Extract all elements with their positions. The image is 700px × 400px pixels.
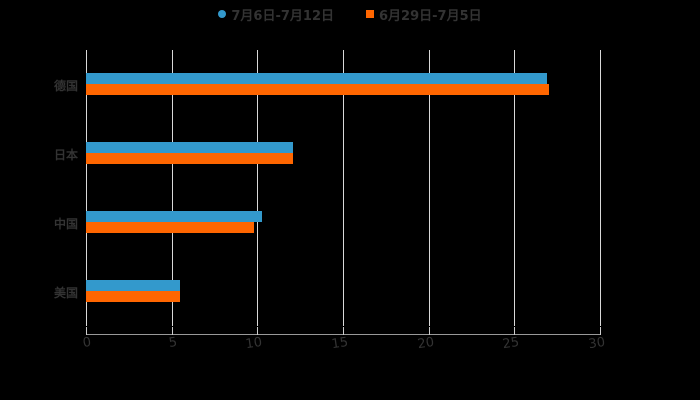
- gridline: [257, 50, 259, 326]
- x-tick-label: 20: [416, 335, 435, 353]
- x-tick-label: 25: [501, 335, 521, 353]
- category-label: 美国: [53, 286, 78, 300]
- x-tick-label: 15: [330, 335, 350, 353]
- x-tick: [600, 327, 601, 335]
- bar[interactable]: [86, 222, 254, 233]
- bar[interactable]: [86, 291, 181, 302]
- x-tick-label: 30: [587, 335, 607, 353]
- gridline: [86, 50, 87, 326]
- category-label: 德国: [53, 79, 78, 93]
- legend-square-icon: [366, 10, 374, 18]
- x-tick: [428, 327, 430, 335]
- x-tick: [343, 327, 344, 335]
- legend-circle-icon: [218, 10, 227, 18]
- legend: 7月6日-7月12日 6月29日-7月5日: [0, 5, 700, 24]
- legend-item-series-2[interactable]: 6月29日-7月5日: [366, 5, 482, 24]
- bar[interactable]: [86, 211, 263, 222]
- bar[interactable]: [86, 73, 547, 84]
- category-label: 日本: [53, 148, 78, 162]
- x-tick: [86, 327, 87, 335]
- x-tick-label: 10: [244, 335, 264, 353]
- gridline: [428, 50, 430, 326]
- x-tick-label: 5: [167, 335, 178, 352]
- gridline: [171, 50, 173, 326]
- gridline: [343, 50, 344, 326]
- legend-label: 6月29日-7月5日: [379, 8, 482, 24]
- bar[interactable]: [86, 153, 294, 164]
- plot-area: [86, 50, 601, 326]
- gridline: [514, 50, 516, 326]
- legend-item-series-1[interactable]: 7月6日-7月12日: [218, 5, 334, 24]
- bar[interactable]: [86, 84, 549, 95]
- x-tick: [514, 327, 516, 335]
- gridline: [600, 50, 601, 326]
- x-tick: [257, 327, 259, 335]
- category-label: 中国: [53, 217, 78, 231]
- bar[interactable]: [86, 142, 294, 153]
- bar[interactable]: [86, 280, 181, 291]
- x-tick-label: 0: [81, 335, 93, 352]
- legend-label: 7月6日-7月12日: [231, 8, 334, 24]
- x-tick: [171, 327, 173, 335]
